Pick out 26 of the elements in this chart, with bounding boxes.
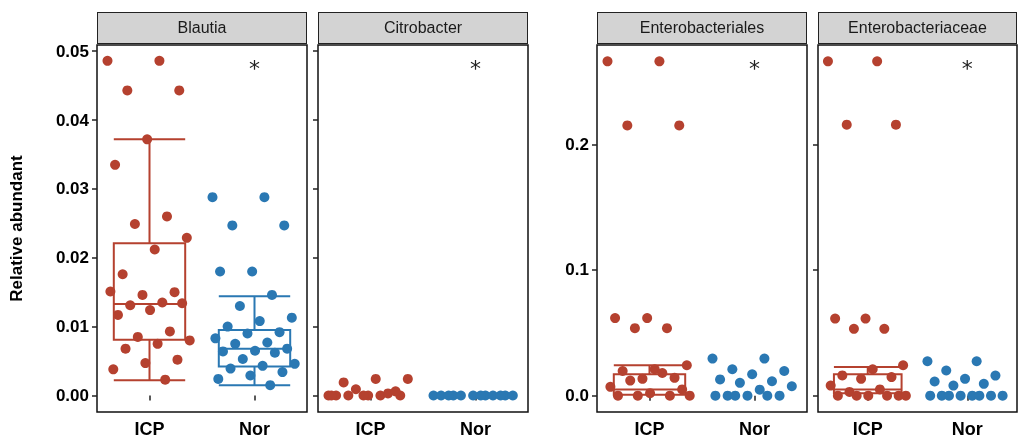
x-tick-label: ICP [355, 419, 386, 439]
y-tick-label: 0.00 [55, 385, 89, 405]
y-tick-label: 0.05 [55, 41, 89, 61]
x-tick-label: ICP [852, 419, 883, 439]
y-tick-label: 0.0 [565, 386, 589, 406]
chart-title: Blautia [97, 12, 307, 44]
annotation: * [470, 55, 481, 81]
x-tick-label: Nor [951, 419, 983, 439]
x-tick-label: Nor [739, 419, 770, 439]
y-tick-label: 0.1 [565, 260, 589, 280]
y-axis-title: Relative abundant [7, 154, 26, 302]
chart-title: Enterobacteriaceae [818, 12, 1017, 44]
x-tick-label: ICP [134, 419, 165, 439]
annotation: * [961, 55, 973, 81]
y-tick-label: 0.03 [55, 179, 89, 199]
chart-title: Citrobacter [318, 12, 528, 44]
x-tick-label: Nor [460, 419, 491, 439]
x-tick-label: ICP [634, 419, 665, 439]
x-tick-label: Nor [239, 419, 270, 439]
y-tick-label: 0.01 [55, 317, 89, 337]
y-tick-label: 0.04 [55, 110, 90, 130]
annotation: * [749, 55, 760, 81]
y-tick-label: 0.02 [55, 248, 89, 268]
annotation: * [249, 55, 260, 81]
chart-title: Enterobacteriales [597, 12, 807, 44]
y-tick-label: 0.2 [565, 134, 589, 154]
